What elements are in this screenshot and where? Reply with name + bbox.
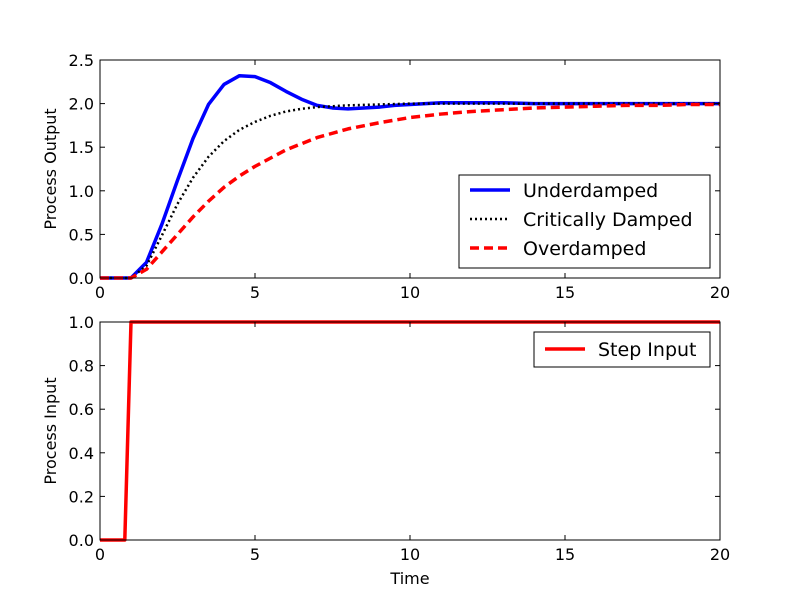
- x-tick-label: 20: [710, 545, 730, 564]
- x-tick-label: 10: [400, 545, 420, 564]
- x-tick-label: 10: [400, 283, 420, 302]
- x-tick-label: 0: [95, 283, 105, 302]
- y-tick-label: 0.8: [69, 357, 94, 376]
- legend-entry-label: Underdamped: [523, 180, 658, 202]
- y-tick-label: 2.5: [69, 51, 94, 70]
- series-line-critically-damped: [100, 102, 720, 280]
- y-tick-label: 1.0: [69, 182, 94, 201]
- y-tick-label: 2.0: [69, 95, 94, 114]
- y-tick-label: 0.6: [69, 400, 94, 419]
- legend-entry-label: Overdamped: [523, 238, 646, 260]
- y-tick-label: 1.0: [69, 313, 94, 332]
- y-tick-label: 0.4: [69, 444, 94, 463]
- y-tick-label: 0.5: [69, 225, 94, 244]
- x-tick-label: 0: [95, 545, 105, 564]
- y-tick-label: 0.0: [69, 269, 94, 288]
- x-axis-label: Time: [389, 569, 429, 588]
- x-tick-label: 5: [250, 545, 260, 564]
- panels: 0 5 10 15 20 0.0 0.5 1.0 1.5 2.0 2.5 Process Output…: [41, 51, 730, 588]
- x-tick-label: 5: [250, 283, 260, 302]
- series-line-underdamped: [100, 73, 720, 280]
- y-tick-label: 0.0: [69, 531, 94, 550]
- legend-entry-label: Step Input: [598, 339, 697, 361]
- y-tick-label: 1.5: [69, 138, 94, 157]
- legend: Underdamped Critically Damped Overdamped: [458, 174, 711, 269]
- legend-entry-label: Critically Damped: [523, 209, 693, 231]
- series-group: [100, 73, 720, 280]
- chart-panel-1: 0 5 10 15 20 0.0 0.5 1.0 1.5 2.0 2.5 Process Output…: [41, 51, 730, 302]
- y-tick-label: 0.2: [69, 487, 94, 506]
- legend: Step Input: [533, 331, 711, 368]
- x-tick-label: 15: [555, 545, 575, 564]
- series-line-overdamped: [100, 102, 720, 280]
- x-tick-label: 15: [555, 283, 575, 302]
- x-tick-label: 20: [710, 283, 730, 302]
- chart-panel-2: 0 5 10 15 20 0.0 0.2 0.4 0.6 0.8 1.0 Process Input T…: [41, 313, 730, 588]
- y-axis-label: Process Output: [41, 108, 60, 229]
- y-axis-label: Process Input: [41, 377, 60, 484]
